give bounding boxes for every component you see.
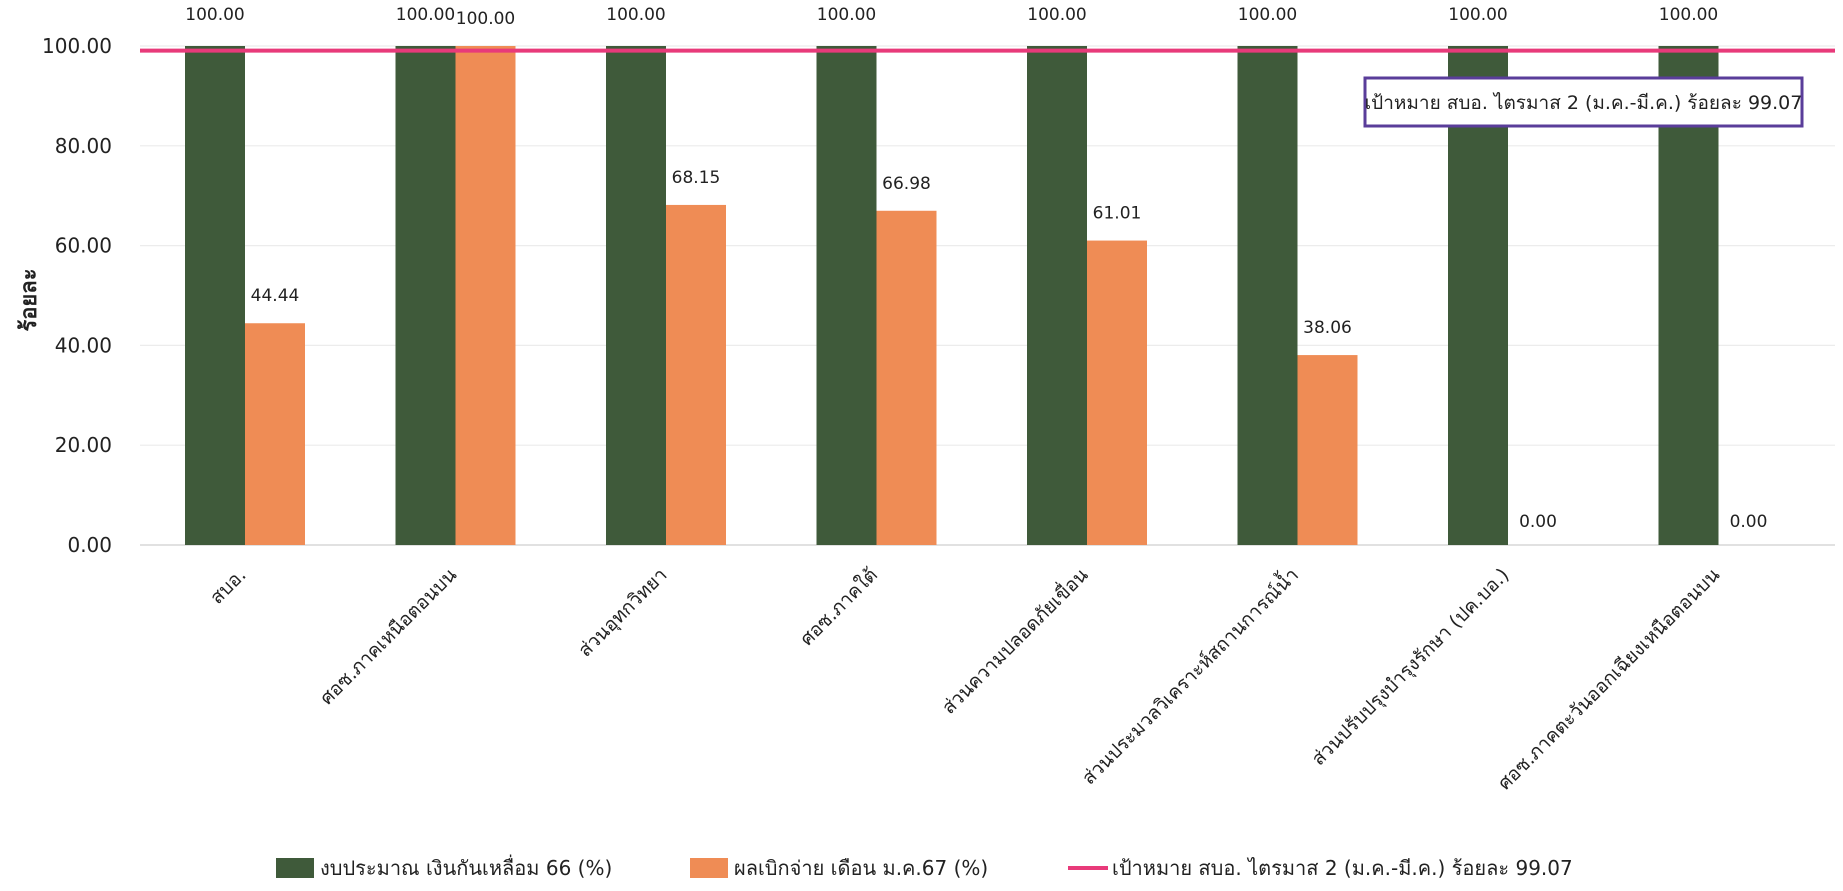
legend-swatch-budget: [276, 858, 314, 878]
x-axis: สบอ. ศอซ.ภาคเหนือตอนบน ส่วนอุทกวิทยา ศอซ.ภา…: [206, 562, 1724, 795]
data-label-budget: 100.00: [185, 5, 244, 25]
x-tick-label: ส่วนอุทกวิทยา: [574, 564, 672, 662]
target-annotation-box: [1363, 76, 1804, 128]
x-tick-label: ส่วนประมวลวิเคราะห์สถานการณ์น้ำ: [1076, 562, 1303, 789]
legend-label-disbursement: ผลเบิกจ่าย เดือน ม.ค.67 (%): [734, 856, 989, 880]
x-tick-label: ศอซ.ภาคใต้: [796, 564, 882, 650]
x-tick-label: ศอซ.ภาคตะวันออกเฉียงเหนือตอนบน: [1494, 564, 1724, 794]
data-label-disbursement: 38.06: [1303, 318, 1352, 338]
bar-budget: [395, 46, 456, 545]
legend-item-disbursement: ผลเบิกจ่าย เดือน ม.ค.67 (%): [690, 852, 988, 884]
bar-disbursement: [245, 323, 305, 545]
bar-disbursement: [1087, 240, 1147, 545]
bar-budget: [1027, 46, 1087, 545]
legend-swatch-disbursement: [690, 858, 728, 878]
x-tick-label: ส่วนปรับปรุงบำรุงรักษา (ปค.บอ.): [1307, 564, 1514, 771]
x-tick-label: ศอซ.ภาคเหนือตอนบน: [316, 564, 461, 709]
bar-disbursement: [666, 204, 726, 545]
bar-budget: [1237, 46, 1298, 545]
data-label-disbursement: 44.44: [251, 286, 300, 306]
data-label-disbursement: 61.01: [1093, 204, 1142, 224]
bar-budget: [1448, 46, 1508, 545]
data-label-budget: 100.00: [396, 5, 455, 25]
bar-budget: [185, 46, 245, 545]
data-label-budget: 100.00: [817, 5, 876, 25]
y-axis-title: ร้อยละ: [17, 268, 42, 331]
x-tick-label: สบอ.: [206, 564, 251, 609]
bar-budget: [1658, 46, 1719, 545]
legend-label-budget: งบประมาณ เงินกันเหลื่อม 66 (%): [320, 856, 613, 880]
data-label-disbursement: 0.00: [1519, 512, 1557, 532]
bar-budget: [606, 46, 666, 545]
legend-label-target: เป้าหมาย สบอ. ไตรมาส 2 (ม.ค.-มี.ค.) ร้อย…: [1112, 856, 1573, 880]
y-tick-label: 80.00: [55, 134, 112, 158]
y-tick-label: 100.00: [42, 34, 112, 58]
data-label-budget: 100.00: [606, 5, 665, 25]
x-tick-label: ส่วนความปลอดภัยเขื่อน: [936, 562, 1093, 719]
data-label-disbursement: 100.00: [456, 9, 515, 29]
data-label-disbursement: 0.00: [1730, 512, 1768, 532]
legend: งบประมาณ เงินกันเหลื่อม 66 (%) ผลเบิกจ่า…: [0, 852, 1843, 882]
data-label-budget: 100.00: [1027, 5, 1086, 25]
y-axis: 0.00 20.00 40.00 60.00 80.00 100.00: [42, 34, 112, 557]
bar-disbursement: [455, 46, 516, 545]
data-label-disbursement: 66.98: [882, 174, 931, 194]
legend-item-budget: งบประมาณ เงินกันเหลื่อม 66 (%): [276, 852, 612, 884]
target-line-group: เป้าหมาย สบอ. ไตรมาส 2 (ม.ค.-มี.ค.) ร้อย…: [140, 48, 1835, 128]
data-label-budget: 100.00: [1659, 5, 1718, 25]
bar-disbursement: [1297, 355, 1358, 545]
y-tick-label: 0.00: [67, 533, 112, 557]
data-label-budget: 100.00: [1238, 5, 1297, 25]
y-tick-label: 60.00: [55, 234, 112, 258]
target-annotation: เป้าหมาย สบอ. ไตรมาส 2 (ม.ค.-มี.ค.) ร้อย…: [1365, 92, 1803, 114]
data-label-budget: 100.00: [1448, 5, 1507, 25]
y-tick-label: 40.00: [55, 333, 112, 357]
legend-swatch-target: [1068, 866, 1108, 870]
bar-disbursement: [876, 210, 937, 545]
legend-item-target: เป้าหมาย สบอ. ไตรมาส 2 (ม.ค.-มี.ค.) ร้อย…: [1068, 852, 1573, 884]
bar-budget: [816, 46, 877, 545]
data-label-disbursement: 68.15: [672, 168, 721, 188]
y-tick-label: 20.00: [55, 433, 112, 457]
